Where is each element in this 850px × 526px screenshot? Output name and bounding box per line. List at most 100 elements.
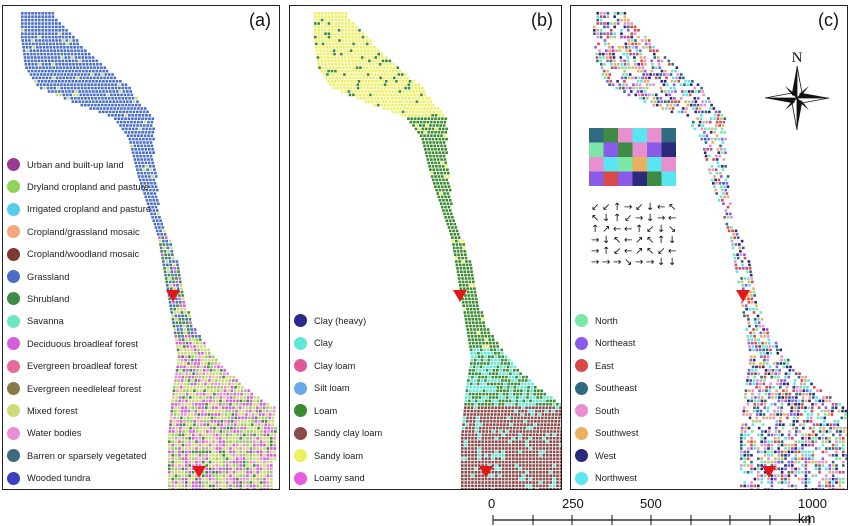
legend-swatch [7,158,20,171]
legend-item: Barren or sparsely vegetated [7,449,146,462]
legend-item: Savanna [7,315,64,328]
legend-label: Sandy clay loam [314,428,382,438]
legend-swatch [7,315,20,328]
legend-item: Loamy sand [294,472,365,485]
legend-swatch [7,427,20,440]
legend-swatch [7,449,20,462]
legend-swatch [7,292,20,305]
legend-item: Cropland/woodland mosaic [7,248,139,261]
legend-item: Cropland/grassland mosaic [7,225,140,238]
land-cover-map-panel: (a) Urban and built-up land Dryland cropl… [2,5,280,490]
scale-tick-0: 0 [488,496,495,511]
scale-tick-1000: 1000 km [798,496,830,526]
legend-label: North [595,316,618,326]
legend-swatch [575,427,588,440]
legend-swatch [294,472,307,485]
legend-swatch [7,248,20,261]
legend-swatch [294,337,307,350]
legend-label: West [595,451,616,461]
legend-swatch [7,203,20,216]
legend-swatch [7,337,20,350]
legend-swatch [7,270,20,283]
legend-item: Shrubland [7,292,69,305]
legend-item: South [575,404,619,417]
legend-label: Evergreen needleleaf forest [27,384,141,394]
legend-swatch [575,314,588,327]
soil-texture-map [290,6,562,490]
legend-item: Northeast [575,337,635,350]
legend-item: Southwest [575,427,638,440]
legend-item: North [575,314,618,327]
legend-label: Grassland [27,272,69,282]
panel-label: (c) [818,10,839,31]
legend-label: Evergreen broadleaf forest [27,361,137,371]
legend-item: West [575,449,616,462]
legend-label: Loamy sand [314,473,365,483]
scale-bar: 0 250 500 1000 km [470,496,830,526]
legend-swatch [7,225,20,238]
legend-item: Sandy loam [294,449,363,462]
legend-label: Barren or sparsely vegetated [27,451,146,461]
panel-label: (b) [531,10,553,31]
legend-swatch [575,382,588,395]
legend-item: Dryland cropland and pasture [7,180,149,193]
legend-swatch [294,449,307,462]
legend-swatch [7,360,20,373]
legend-swatch [575,449,588,462]
legend-label: Loam [314,406,337,416]
legend-label: Deciduous broadleaf forest [27,339,138,349]
legend-swatch [575,404,588,417]
legend-item: East [575,359,614,372]
legend-label: Northeast [595,338,635,348]
legend-item: Grassland [7,270,69,283]
legend-item: Deciduous broadleaf forest [7,337,138,350]
legend-swatch [575,472,588,485]
legend-label: East [595,361,614,371]
legend-swatch [7,404,20,417]
legend-label: Mixed forest [27,406,78,416]
legend-label: Southeast [595,383,637,393]
legend-item: Mixed forest [7,404,78,417]
legend-item: Sandy clay loam [294,427,382,440]
legend-swatch [7,472,20,485]
legend-item: Clay [294,337,333,350]
legend-item: Loam [294,404,337,417]
legend-label: Urban and built-up land [27,160,124,170]
legend-label: Irrigated cropland and pasture [27,204,151,214]
legend-label: Clay loam [314,361,355,371]
legend-label: Clay [314,338,333,348]
legend-item: Silt loam [294,382,350,395]
legend-swatch [294,382,307,395]
aspect-map-panel: (c) N ↙↙↑→↙↓←↖↖↓↑↙→↓→←↑↗←←↑↙↓↘→↓↖←↗↖↑↓→↑… [570,5,848,490]
legend-label: Dryland cropland and pasture [27,182,149,192]
north-label: N [792,50,803,66]
aspect-grid-inset [589,128,677,186]
legend-swatch [575,337,588,350]
soil-texture-map-panel: (b) Clay (heavy) Clay Clay loam Silt loam Lo… [289,5,562,490]
legend-label: South [595,406,619,416]
legend-item: Urban and built-up land [7,158,124,171]
site-marker-icon [479,466,493,478]
scale-tick-500: 500 [640,496,662,511]
legend-label: Sandy loam [314,451,363,461]
legend-label: Southwest [595,428,638,438]
legend-label: Northwest [595,473,637,483]
legend-swatch [294,359,307,372]
legend-item: Evergreen broadleaf forest [7,360,137,373]
legend-label: Cropland/woodland mosaic [27,249,139,259]
legend-item: Clay (heavy) [294,314,366,327]
legend-label: Savanna [27,316,64,326]
legend-item: Irrigated cropland and pasture [7,203,151,216]
legend-swatch [294,404,307,417]
panel-label: (a) [249,10,271,31]
legend-label: Shrubland [27,294,69,304]
aspect-arrow-inset: ↙↙↑→↙↓←↖↖↓↑↙→↓→←↑↗←←↑↙↓↘→↓↖←↗↖↑↓→↑↙←↗↖↙←… [589,200,677,270]
legend-swatch [7,180,20,193]
legend-swatch [575,359,588,372]
legend-label: Wooded tundra [27,473,90,483]
legend-item: Water bodies [7,427,81,440]
legend-item: Evergreen needleleaf forest [7,382,141,395]
legend-label: Clay (heavy) [314,316,366,326]
scale-tick-250: 250 [562,496,584,511]
legend-swatch [294,314,307,327]
